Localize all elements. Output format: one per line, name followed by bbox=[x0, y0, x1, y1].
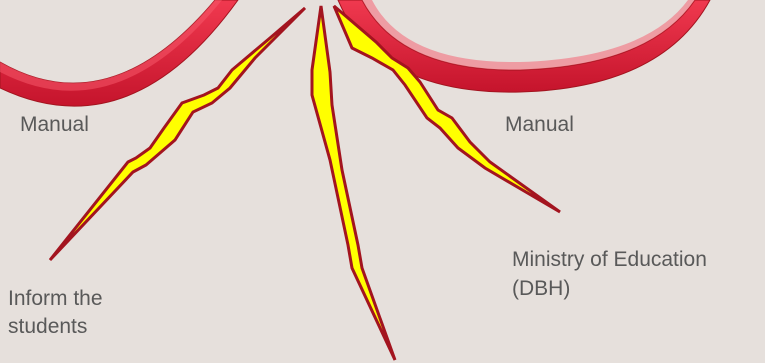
label-inform-the: Inform the bbox=[8, 287, 103, 310]
left-arc-highlight bbox=[0, 0, 222, 91]
label-students: students bbox=[8, 315, 88, 338]
left-arc-shape bbox=[0, 0, 239, 107]
lightning-bolt-inform bbox=[48, 6, 307, 262]
label-manual-right: Manual bbox=[505, 113, 574, 136]
label-ministry-dbh: (DBH) bbox=[512, 277, 571, 300]
right-arc-highlight bbox=[362, 0, 695, 71]
right-arc-shape bbox=[337, 0, 711, 93]
lightning-bolt-ministry bbox=[332, 4, 561, 214]
label-manual-left: Manual bbox=[20, 113, 89, 136]
lightning-bolt-down bbox=[310, 5, 397, 361]
label-ministry-of-education: Ministry of Education bbox=[512, 248, 707, 271]
